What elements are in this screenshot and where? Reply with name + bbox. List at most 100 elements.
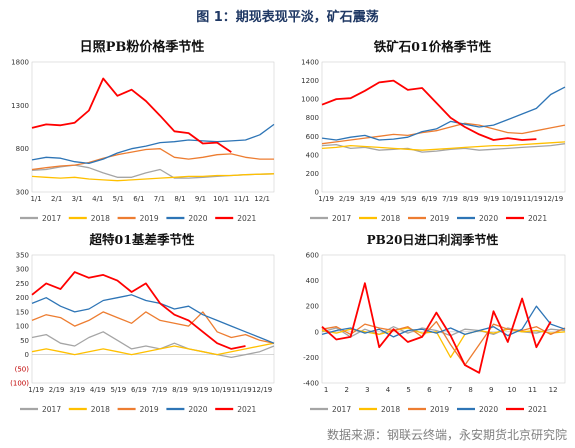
x-tick-label: 12/19 <box>252 386 272 394</box>
x-tick-label: 10/19 <box>211 386 231 394</box>
plot-area <box>31 254 275 384</box>
x-tick-label: 5/19 <box>401 195 417 203</box>
figure-title: 图 1：期现表现平淡，矿石震荡 <box>196 10 379 25</box>
x-tick-label: 4/19 <box>90 386 106 394</box>
y-tick-label: 300 <box>16 189 29 197</box>
x-tick-label: 8/1 <box>174 195 185 203</box>
y-tick-label: 200 <box>306 170 319 178</box>
series-line-2021 <box>31 271 246 350</box>
x-tick-label: 7/1 <box>154 195 165 203</box>
x-tick-label: 8 <box>468 386 472 394</box>
plot-area <box>321 61 566 193</box>
x-tick-label: 11/19 <box>522 195 542 203</box>
series-line-2020 <box>31 123 275 165</box>
y-tick-label: 300 <box>16 266 29 274</box>
series-line-2018 <box>321 327 566 359</box>
x-tick-label: 2/19 <box>49 386 65 394</box>
x-tick-label: 6/1 <box>133 195 144 203</box>
series-line-2019 <box>31 311 275 344</box>
x-tick-label: 3/1 <box>72 195 83 203</box>
y-tick-label: 50 <box>20 337 29 345</box>
chart-svg: 铁矿石01价格季节性 0 200 400 600 800 1000 1200 1400 1/19 2… <box>301 39 566 223</box>
legend-label: 2017 <box>42 214 61 223</box>
y-tick-label: 400 <box>306 151 319 159</box>
x-tick-label: 9/19 <box>193 386 209 394</box>
y-tick-label: 150 <box>16 308 29 316</box>
legend-label: 2017 <box>332 214 351 223</box>
x-tick-label: 5/1 <box>113 195 124 203</box>
x-tick-label: 3/19 <box>360 195 376 203</box>
x-tick-label: 4/19 <box>380 195 396 203</box>
series-line-2021 <box>31 77 232 153</box>
y-tick-label: 0 <box>25 351 29 359</box>
y-tick-label: 1200 <box>301 77 319 85</box>
chart-title: 日照PB粉价格季节性 <box>80 39 205 55</box>
y-tick-label: 600 <box>306 252 319 260</box>
chart-title: 铁矿石01价格季节性 <box>374 39 492 54</box>
x-tick-label: 4/1 <box>92 195 103 203</box>
chart-title: PB20日进口利润季节性 <box>367 232 499 247</box>
x-tick-label: 12/19 <box>543 195 563 203</box>
legend-label: 2021 <box>528 214 547 223</box>
x-tick-label: 3/19 <box>69 386 85 394</box>
x-tick-label: 10 <box>507 386 516 394</box>
y-tick-label: 350 <box>16 252 29 260</box>
y-tick-label: 200 <box>16 294 29 302</box>
series-line-2018 <box>31 342 275 356</box>
x-tick-label: 7/19 <box>442 195 458 203</box>
legend-label: 2020 <box>479 214 498 223</box>
series-line-2019 <box>321 320 566 366</box>
chart-title: 超特01基差季节性 <box>89 232 195 247</box>
x-tick-label: 9/1 <box>195 195 206 203</box>
y-tick-label: -200 <box>303 354 319 362</box>
x-tick-label: 9 <box>489 386 493 394</box>
x-tick-label: 10/1 <box>213 195 229 203</box>
x-tick-label: 12/1 <box>254 195 270 203</box>
x-tick-label: 2/19 <box>339 195 355 203</box>
x-tick-label: 6 <box>427 386 432 394</box>
legend-label: 2017 <box>332 405 351 414</box>
x-tick-label: 8/19 <box>463 195 479 203</box>
legend-label: 2021 <box>528 405 547 414</box>
x-tick-label: 11/1 <box>234 195 250 203</box>
y-tick-label: 600 <box>306 133 319 141</box>
legend-label: 2018 <box>91 405 110 414</box>
legend-label: 2020 <box>479 405 498 414</box>
legend-label: 2021 <box>237 405 256 414</box>
x-tick-label: 7 <box>448 386 452 394</box>
legend-label: 2018 <box>381 214 400 223</box>
legend-label: 2017 <box>42 405 61 414</box>
series-line-2020 <box>321 86 566 141</box>
series-line-2020 <box>321 305 566 338</box>
series-line-2020 <box>31 294 275 344</box>
legend-label: 2020 <box>188 405 207 414</box>
x-tick-label: 5/19 <box>110 386 126 394</box>
chart-panel-iron-ore: 铁矿石01价格季节性 0 200 400 600 800 1000 1200 1400 1/19 2… <box>290 32 575 232</box>
series-line-2021 <box>321 282 552 374</box>
y-tick-label: 1300 <box>11 102 29 110</box>
y-tick-label: 200 <box>306 303 319 311</box>
series-line-2018 <box>31 173 275 182</box>
x-tick-label: 7/19 <box>152 386 168 394</box>
chart-panel-basis: 超特01基差季节性 (100) (50) 0 50 100 150 200 250 300 350 1… <box>0 225 284 423</box>
series-line-2017 <box>31 331 275 359</box>
x-tick-label: 11/19 <box>232 386 252 394</box>
series-line-2019 <box>321 122 566 145</box>
y-tick-label: 800 <box>306 114 319 122</box>
x-tick-label: 6/19 <box>131 386 147 394</box>
y-tick-label: 0 <box>315 328 319 336</box>
series-line-2017 <box>321 143 566 153</box>
x-tick-label: 1/19 <box>318 195 334 203</box>
legend-label: 2019 <box>430 405 449 414</box>
x-tick-label: 11 <box>528 386 537 394</box>
chart-svg: 超特01基差季节性 (100) (50) 0 50 100 150 200 250 300 350 1… <box>10 232 275 414</box>
legend-label: 2019 <box>140 405 159 414</box>
x-tick-label: 9/19 <box>483 195 499 203</box>
x-tick-label: 1 <box>324 386 328 394</box>
legend-label: 2020 <box>188 214 207 223</box>
y-tick-label: 400 <box>306 277 319 285</box>
x-tick-label: 5 <box>406 386 410 394</box>
x-tick-label: 2 <box>345 386 349 394</box>
chart-panel-pb-price: 日照PB粉价格季节性 300 800 1300 1800 1/1 2/1 3/1 4/1 5/1 6… <box>0 32 284 232</box>
